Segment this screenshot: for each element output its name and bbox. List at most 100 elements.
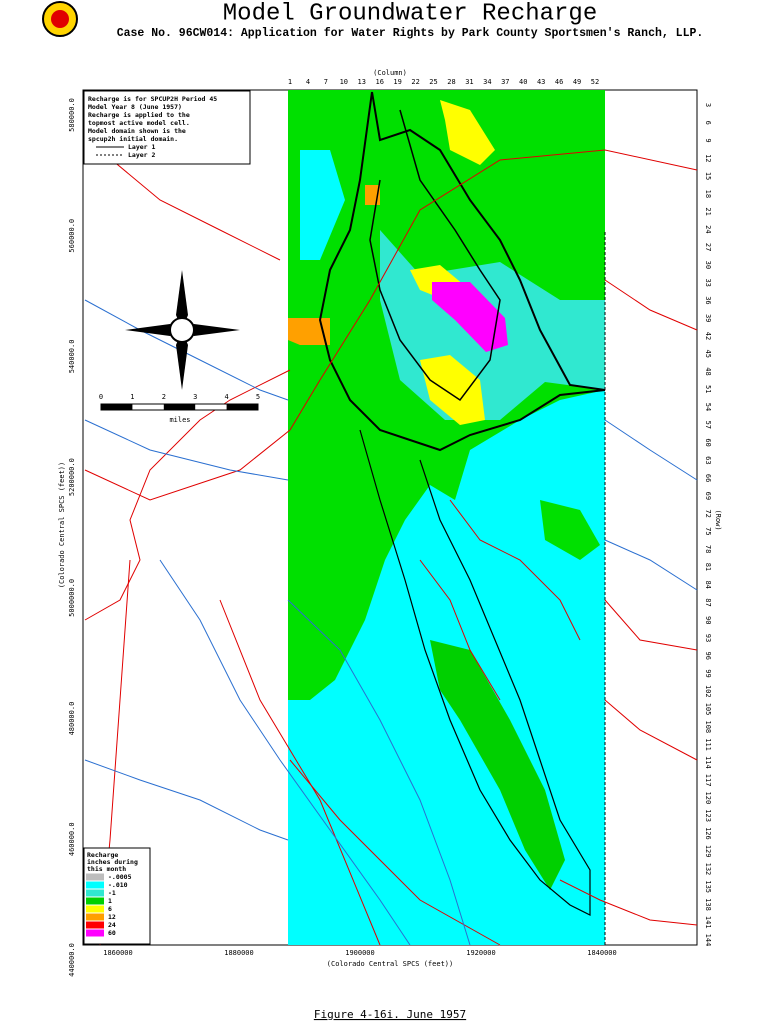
row-label: 129 bbox=[704, 845, 712, 858]
row-title: (Row) bbox=[714, 509, 722, 530]
domain-layer1 bbox=[369, 109, 501, 402]
row-label: 126 bbox=[704, 827, 712, 840]
x-axis-label: 1880000 bbox=[224, 949, 254, 957]
note-line: topmost active model cell. bbox=[88, 119, 190, 127]
row-label: 117 bbox=[704, 774, 712, 787]
column-label: 16 bbox=[375, 78, 383, 86]
column-label: 52 bbox=[591, 78, 599, 86]
y-axis-label: 560000.0 bbox=[68, 219, 76, 253]
note-line: Recharge is applied to the bbox=[88, 111, 190, 119]
row-label: 102 bbox=[704, 685, 712, 698]
scale-segment bbox=[163, 404, 196, 410]
row-label: 123 bbox=[704, 809, 712, 822]
domain-layer1 bbox=[318, 91, 606, 452]
road bbox=[604, 699, 698, 761]
row-label: 63 bbox=[704, 456, 712, 464]
row-label: 111 bbox=[704, 738, 712, 751]
column-label: 34 bbox=[483, 78, 491, 86]
stream bbox=[84, 759, 289, 841]
scale-label: 3 bbox=[193, 393, 197, 401]
row-label: 57 bbox=[704, 421, 712, 429]
title: Model Groundwater Recharge bbox=[223, 0, 597, 27]
row-label: 114 bbox=[704, 756, 712, 769]
scale-label: 4 bbox=[224, 393, 228, 401]
row-label: 12 bbox=[704, 154, 712, 162]
legend-title: inches during bbox=[87, 858, 138, 866]
legend-swatch bbox=[86, 873, 104, 881]
column-label: 4 bbox=[306, 78, 310, 86]
column-label: 49 bbox=[573, 78, 581, 86]
row-label: 33 bbox=[704, 278, 712, 286]
stream bbox=[604, 539, 698, 591]
y-axis-label: 480000.0 bbox=[68, 702, 76, 736]
row-label: 72 bbox=[704, 509, 712, 517]
recharge-cyan-patch bbox=[300, 150, 345, 260]
y-axis-label: 580000.0 bbox=[68, 98, 76, 132]
legend-swatch bbox=[86, 889, 104, 897]
x-axis-label: 1900000 bbox=[345, 949, 375, 957]
y-axis-label: 440000.0 bbox=[68, 943, 76, 977]
row-label: 39 bbox=[704, 314, 712, 322]
recharge-magenta bbox=[432, 282, 508, 352]
row-label: 93 bbox=[704, 634, 712, 642]
subtitle: Case No. 96CW014: Application for Water … bbox=[117, 27, 704, 40]
legend-label: -1 bbox=[108, 889, 116, 897]
x-axis-title: (Colorado Central SPCS (feet)) bbox=[327, 960, 453, 968]
x-axis-label: 1920000 bbox=[466, 949, 496, 957]
row-label: 120 bbox=[704, 792, 712, 805]
legend-title: this month bbox=[87, 865, 126, 873]
note-line: Model domain shown is the bbox=[88, 127, 186, 135]
row-label: 132 bbox=[704, 863, 712, 876]
row-label: 90 bbox=[704, 616, 712, 624]
column-label: 25 bbox=[429, 78, 437, 86]
stream bbox=[604, 419, 698, 481]
row-label: 30 bbox=[704, 261, 712, 269]
row-label: 108 bbox=[704, 720, 712, 733]
legend-swatch bbox=[86, 881, 104, 889]
legend-label: 24 bbox=[108, 921, 116, 929]
scale-segment bbox=[101, 404, 133, 410]
row-label: 36 bbox=[704, 296, 712, 304]
road bbox=[419, 559, 501, 701]
compass-ring bbox=[169, 317, 195, 343]
x-axis-label: 1860000 bbox=[103, 949, 133, 957]
row-label: 54 bbox=[704, 403, 712, 411]
road bbox=[604, 599, 698, 651]
logo-apple bbox=[51, 10, 69, 28]
scale-label: 5 bbox=[256, 393, 260, 401]
stream bbox=[84, 299, 289, 401]
legend-title: Recharge bbox=[87, 851, 118, 859]
column-label: 43 bbox=[537, 78, 545, 86]
column-label: 7 bbox=[324, 78, 328, 86]
row-label: 75 bbox=[704, 527, 712, 535]
recharge-orange bbox=[288, 318, 330, 345]
road bbox=[449, 499, 581, 641]
road bbox=[559, 879, 698, 926]
row-label: 105 bbox=[704, 703, 712, 716]
scale-segment bbox=[226, 404, 258, 410]
stream bbox=[287, 599, 471, 946]
row-label: 24 bbox=[704, 225, 712, 233]
scale-unit: miles bbox=[169, 416, 190, 424]
y-axis-title: (Colorado Central SPCS (feet)) bbox=[58, 462, 66, 588]
row-label: 138 bbox=[704, 898, 712, 911]
row-label: 3 bbox=[704, 103, 712, 107]
column-label: 40 bbox=[519, 78, 527, 86]
legend-label: 6 bbox=[108, 905, 112, 913]
column-title: (Column) bbox=[373, 69, 407, 77]
legend-label: 1 bbox=[108, 897, 112, 905]
recharge-yellow bbox=[440, 100, 495, 165]
row-label: 51 bbox=[704, 385, 712, 393]
layer-label: Layer 1 bbox=[128, 143, 155, 151]
column-label: 46 bbox=[555, 78, 563, 86]
row-label: 99 bbox=[704, 669, 712, 677]
recharge-green-lower bbox=[540, 500, 600, 560]
row-label: 6 bbox=[704, 121, 712, 125]
legend-label: 60 bbox=[108, 929, 116, 937]
row-label: 21 bbox=[704, 207, 712, 215]
note-line: Model Year 8 (June 1957) bbox=[88, 103, 182, 111]
domain-layer2 bbox=[359, 429, 591, 916]
legend-swatch bbox=[86, 897, 104, 905]
